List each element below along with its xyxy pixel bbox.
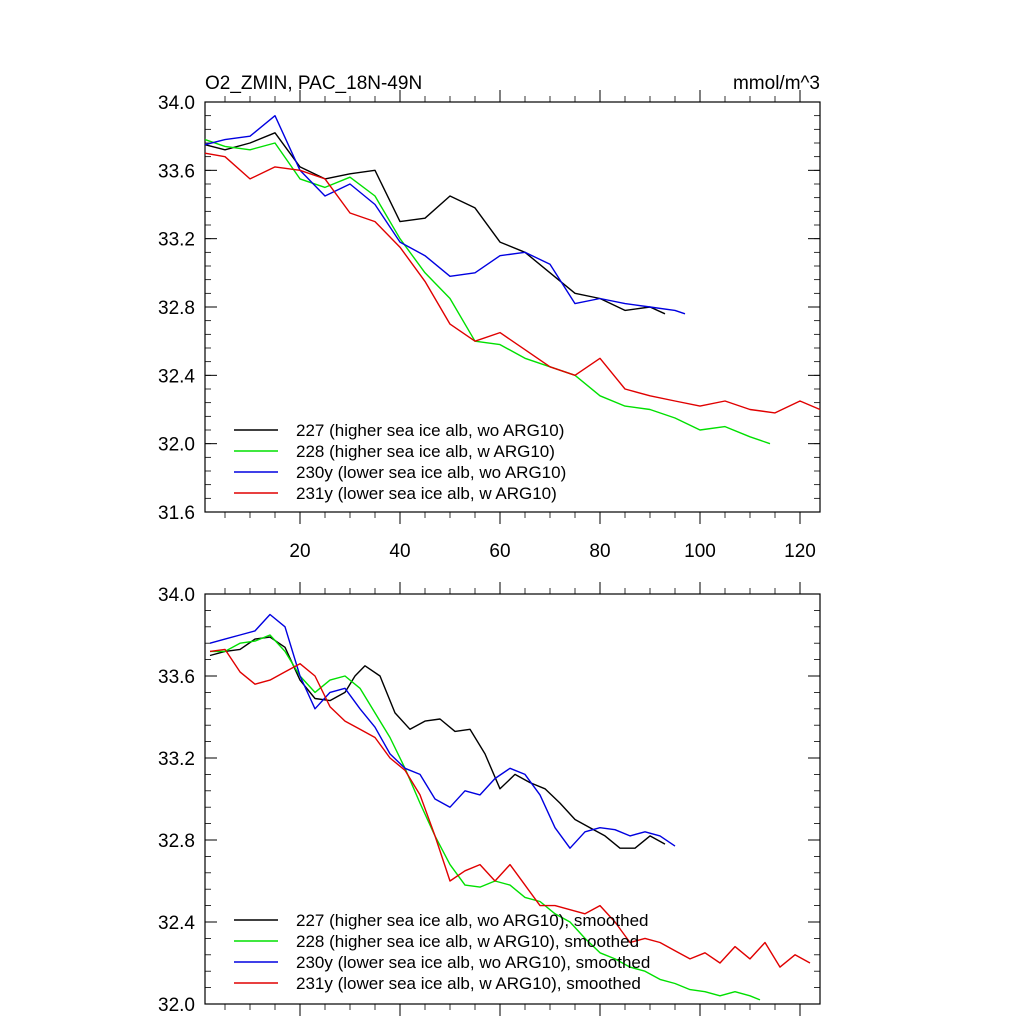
x-tick-label: 120 bbox=[784, 541, 816, 562]
y-tick-label: 31.6 bbox=[158, 503, 195, 524]
legend-label: 231y (lower sea ice alb, w ARG10) bbox=[296, 484, 557, 503]
x-tick-label: 60 bbox=[489, 541, 510, 562]
series-line bbox=[204, 114, 686, 315]
y-tick-label: 33.2 bbox=[158, 230, 195, 251]
x-tick-label: 100 bbox=[684, 541, 716, 562]
series-line bbox=[209, 613, 676, 849]
units-label: mmol/m^3 bbox=[733, 73, 820, 94]
x-tick-label: 40 bbox=[389, 541, 410, 562]
legend-label: 227 (higher sea ice alb, wo ARG10), smoo… bbox=[296, 911, 648, 930]
y-tick-label: 32.8 bbox=[158, 298, 195, 319]
series-line bbox=[209, 636, 666, 849]
axis-ticks: 31.6 32.0 32.4 32.8 33.2 33.6 34.0 20 40 60 80 100 1… bbox=[158, 90, 820, 562]
series-line bbox=[204, 138, 771, 445]
y-tick-label: 32.4 bbox=[158, 913, 195, 934]
top-panel: O2_ZMIN, PAC_18N-49N mmol/m^3 31.6 32.0 32… bbox=[158, 73, 821, 562]
y-tick-label: 32.0 bbox=[158, 435, 195, 456]
axis-ticks: 32.0 32.4 32.8 33.2 33.6 34.0 bbox=[158, 582, 820, 1016]
series-line bbox=[204, 132, 666, 315]
y-tick-label: 34.0 bbox=[158, 585, 195, 606]
y-tick-label: 33.2 bbox=[158, 749, 195, 770]
legend-label: 228 (higher sea ice alb, w ARG10) bbox=[296, 442, 555, 461]
bottom-panel: 32.0 32.4 32.8 33.2 33.6 34.0 227 (higher sea… bbox=[158, 582, 821, 1016]
x-tick-label: 80 bbox=[589, 541, 610, 562]
series-line bbox=[209, 648, 811, 968]
legend-label: 227 (higher sea ice alb, wo ARG10) bbox=[296, 421, 564, 440]
y-tick-label: 34.0 bbox=[158, 93, 195, 114]
legend-label: 230y (lower sea ice alb, wo ARG10), smoo… bbox=[296, 953, 650, 972]
legend-label: 230y (lower sea ice alb, wo ARG10) bbox=[296, 463, 566, 482]
y-tick-label: 32.0 bbox=[158, 995, 195, 1016]
legend-label: 228 (higher sea ice alb, w ARG10), smoot… bbox=[296, 932, 639, 951]
y-tick-label: 33.6 bbox=[158, 161, 195, 182]
y-tick-label: 32.4 bbox=[158, 366, 195, 387]
data-lines bbox=[204, 114, 821, 445]
legend-label: 231y (lower sea ice alb, w ARG10), smoot… bbox=[296, 974, 641, 993]
y-tick-label: 33.6 bbox=[158, 667, 195, 688]
y-tick-label: 32.8 bbox=[158, 831, 195, 852]
chart-title: O2_ZMIN, PAC_18N-49N bbox=[205, 73, 422, 94]
legend: 227 (higher sea ice alb, wo ARG10) 228 (h… bbox=[234, 421, 566, 503]
plot-frame bbox=[204, 593, 821, 1005]
series-line bbox=[204, 152, 821, 414]
series-line bbox=[210, 634, 761, 1001]
data-lines bbox=[209, 613, 811, 1001]
legend: 227 (higher sea ice alb, wo ARG10), smoo… bbox=[234, 911, 650, 993]
x-tick-label: 20 bbox=[289, 541, 310, 562]
